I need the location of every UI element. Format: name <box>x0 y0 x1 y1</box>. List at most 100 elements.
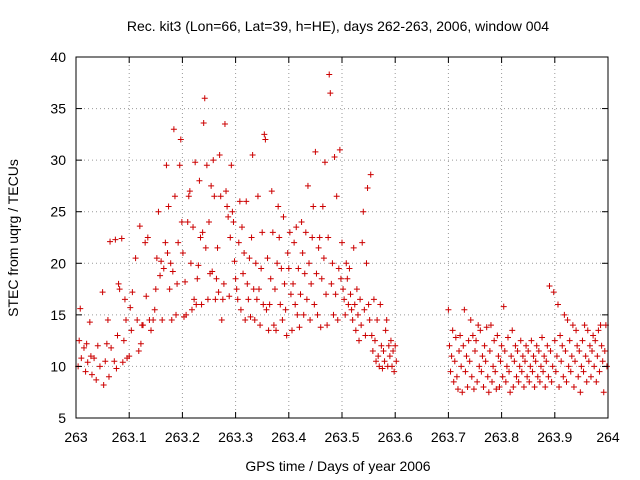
data-point <box>160 265 167 272</box>
data-point <box>280 213 287 220</box>
data-point <box>320 255 327 262</box>
data-point <box>511 358 518 365</box>
data-point <box>294 311 301 318</box>
data-point <box>506 368 513 375</box>
data-point <box>333 193 340 200</box>
data-point <box>80 344 87 351</box>
data-point <box>543 358 550 365</box>
data-point <box>452 334 459 341</box>
data-point <box>286 229 293 236</box>
data-point <box>447 368 454 375</box>
x-tick-label: 263.2 <box>165 429 200 445</box>
data-point <box>164 249 171 256</box>
data-point <box>169 268 176 275</box>
data-point <box>244 280 251 287</box>
data-point <box>178 219 185 226</box>
data-point <box>353 286 360 293</box>
data-point <box>317 324 324 331</box>
data-point <box>176 162 183 169</box>
data-point <box>158 258 165 265</box>
data-point <box>191 296 198 303</box>
axis-ticks <box>75 56 609 419</box>
data-point <box>514 347 521 354</box>
data-point <box>76 337 83 344</box>
data-point <box>87 353 94 360</box>
data-point <box>386 353 393 360</box>
data-point <box>151 306 158 313</box>
data-point <box>537 363 544 370</box>
data-point <box>157 272 164 279</box>
data-point <box>589 347 596 354</box>
data-point <box>170 126 177 133</box>
data-point <box>112 236 119 243</box>
data-point <box>480 384 487 391</box>
data-point <box>465 337 472 344</box>
data-point <box>495 353 502 360</box>
data-point <box>445 306 452 313</box>
data-point <box>193 301 200 308</box>
data-point <box>499 373 506 380</box>
data-point <box>517 337 524 344</box>
data-point <box>259 229 266 236</box>
data-point <box>529 368 536 375</box>
data-point <box>564 317 571 324</box>
data-point <box>456 347 463 354</box>
data-point <box>549 363 556 370</box>
data-point <box>150 317 157 324</box>
data-point <box>251 317 258 324</box>
data-point <box>163 162 170 169</box>
data-point <box>175 239 182 246</box>
data-point <box>277 301 284 308</box>
data-point <box>484 373 491 380</box>
data-point <box>221 121 228 128</box>
data-point <box>136 223 143 230</box>
data-point <box>252 260 259 267</box>
data-point <box>233 286 240 293</box>
data-point <box>361 306 368 313</box>
data-point <box>540 368 547 375</box>
data-point <box>127 304 134 311</box>
data-point <box>211 193 218 200</box>
data-point <box>247 313 254 320</box>
data-point <box>574 342 581 349</box>
data-point <box>173 311 180 318</box>
data-point <box>323 291 330 298</box>
data-point <box>309 234 316 241</box>
data-point <box>316 234 323 241</box>
data-point <box>249 151 256 158</box>
data-point <box>587 373 594 380</box>
data-point <box>599 358 606 365</box>
data-point <box>167 260 174 267</box>
x-tick-label: 263.8 <box>484 429 519 445</box>
data-point <box>464 384 471 391</box>
x-axis-label: GPS time / Days of year 2006 <box>245 458 430 474</box>
data-point <box>171 193 178 200</box>
x-tick-label: 263.7 <box>431 429 466 445</box>
data-point <box>84 359 91 366</box>
data-point <box>477 327 484 334</box>
data-point <box>93 376 100 383</box>
data-point <box>585 358 592 365</box>
data-point <box>91 355 98 362</box>
data-point <box>230 219 237 226</box>
data-point <box>243 198 250 205</box>
data-point <box>468 373 475 380</box>
data-point <box>319 203 326 210</box>
data-point <box>107 238 114 245</box>
data-point <box>86 319 93 326</box>
data-point <box>304 182 311 189</box>
data-point <box>301 270 308 277</box>
data-point <box>569 322 576 329</box>
grid-lines <box>76 57 608 418</box>
data-point <box>202 244 209 251</box>
data-point <box>482 358 489 365</box>
data-point <box>533 342 540 349</box>
data-point <box>100 381 107 388</box>
data-point <box>487 322 494 329</box>
x-tick-label: 263.6 <box>378 429 413 445</box>
data-point <box>595 327 602 334</box>
data-point <box>567 368 574 375</box>
data-point <box>341 296 348 303</box>
data-point <box>213 275 220 282</box>
data-point <box>281 280 288 287</box>
